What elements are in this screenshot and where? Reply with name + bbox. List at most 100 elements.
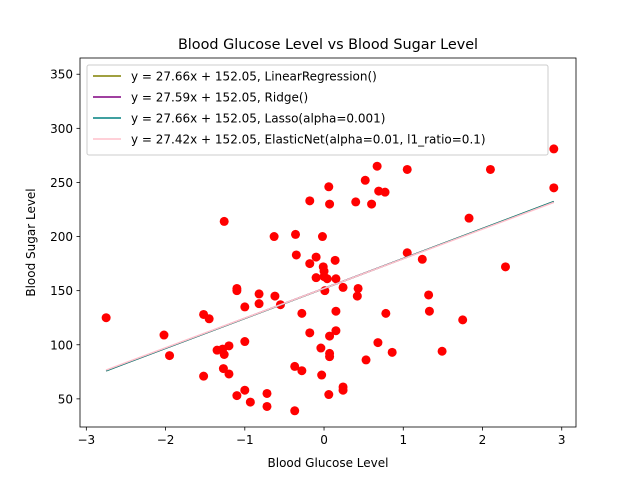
scatter-point — [290, 406, 300, 416]
scatter-point — [297, 366, 307, 376]
scatter-point — [458, 315, 468, 325]
legend-box — [86, 64, 549, 156]
scatter-point — [387, 347, 397, 357]
legend-label: y = 27.66x + 152.05, LinearRegression() — [131, 70, 377, 84]
scatter-point — [291, 250, 301, 260]
scatter-point — [424, 306, 434, 316]
scatter-point — [224, 369, 234, 379]
scatter-point — [380, 187, 390, 197]
scatter-point — [325, 199, 335, 209]
y-tick-label: 250 — [50, 176, 73, 190]
scatter-point — [290, 361, 300, 371]
scatter-point — [262, 388, 272, 398]
legend-label: y = 27.59x + 152.05, Ridge() — [131, 91, 308, 105]
y-axis: 50 100 150 200 250 300 350 — [50, 68, 80, 406]
y-tick-label: 100 — [50, 338, 73, 352]
scatter-point — [165, 351, 175, 361]
x-tick-label: −1 — [236, 433, 254, 447]
scatter-point — [240, 302, 250, 312]
scatter-point — [372, 161, 382, 171]
scatter-point — [270, 291, 280, 301]
scatter-point — [353, 283, 363, 293]
scatter-point — [322, 274, 332, 284]
regression-line-4 — [105, 201, 555, 371]
scatter-point — [232, 283, 242, 293]
scatter-point — [360, 175, 370, 185]
scatter-point — [218, 364, 228, 374]
scatter-point — [297, 308, 307, 318]
scatter-point — [324, 182, 334, 192]
scatter-point — [402, 164, 412, 174]
scatter-point — [367, 199, 377, 209]
scatter-point — [254, 299, 264, 309]
scatter-point — [311, 273, 321, 283]
scatter-point — [240, 337, 250, 347]
scatter-point — [291, 229, 301, 239]
plot-frame — [79, 57, 577, 428]
scatter-point — [338, 382, 348, 392]
scatter-point — [373, 338, 383, 348]
regression-lines — [105, 200, 555, 372]
scatter-point — [324, 390, 334, 400]
scatter-point — [330, 255, 340, 265]
y-tick-label: 300 — [50, 122, 73, 136]
x-tick-label: 2 — [479, 433, 487, 447]
legend-label: y = 27.66x + 152.05, Lasso(alpha=0.001) — [131, 112, 385, 126]
scatter-point — [325, 331, 335, 341]
scatter-point — [437, 346, 447, 356]
scatter-point — [305, 196, 315, 206]
scatter-point — [317, 232, 327, 242]
x-tick-label: 3 — [558, 433, 566, 447]
scatter-point — [485, 164, 495, 174]
y-axis-label: Blood Sugar Level — [24, 188, 38, 296]
x-tick-label: 0 — [320, 433, 328, 447]
scatter-point — [254, 289, 264, 299]
scatter-point — [269, 232, 279, 242]
x-axis-label: Blood Glucose Level — [268, 456, 389, 470]
scatter-point — [232, 391, 242, 401]
legend: y = 27.66x + 152.05, LinearRegression() y… — [86, 64, 549, 156]
scatter-point — [338, 282, 348, 292]
scatter-point — [245, 397, 255, 407]
scatter-point — [331, 274, 341, 284]
scatter-point — [464, 213, 474, 223]
scatter-point — [316, 343, 326, 353]
scatter-point — [199, 371, 209, 381]
y-tick-label: 350 — [50, 68, 73, 82]
scatter-point — [381, 308, 391, 318]
scatter-point — [311, 252, 321, 262]
scatter-point — [101, 313, 111, 323]
x-tick-label: −3 — [77, 433, 95, 447]
scatter-point — [361, 355, 371, 365]
scatter-point — [305, 259, 315, 269]
scatter-point — [305, 328, 315, 338]
legend-label: y = 27.42x + 152.05, ElasticNet(alpha=0.… — [131, 133, 486, 147]
y-tick-label: 150 — [50, 284, 73, 298]
y-tick-label: 50 — [58, 392, 73, 406]
scatter-point — [159, 330, 169, 340]
scatter-point — [219, 216, 229, 226]
scatter-point — [325, 352, 335, 362]
y-tick-label: 200 — [50, 230, 73, 244]
scatter-points — [101, 144, 559, 416]
x-tick-label: −2 — [157, 433, 175, 447]
scatter-point — [351, 197, 361, 207]
scatter-point — [352, 291, 362, 301]
chart-title: Blood Glucose Level vs Blood Sugar Level — [178, 37, 478, 53]
x-tick-label: 1 — [399, 433, 407, 447]
scatter-point — [402, 248, 412, 258]
scatter-point — [219, 349, 229, 359]
scatter-point — [331, 306, 341, 316]
scatter-point — [204, 314, 214, 324]
scatter-point — [417, 254, 427, 264]
scatter-point — [331, 326, 341, 336]
scatter-point — [262, 401, 272, 411]
x-axis: −3 −2 −1 0 1 2 3 — [77, 427, 566, 447]
scatter-point — [500, 262, 510, 272]
scatter-point — [224, 341, 234, 351]
scatter-point — [424, 290, 434, 300]
scatter-point — [549, 183, 559, 193]
scatter-point — [317, 370, 327, 380]
scatter-point — [549, 144, 559, 154]
